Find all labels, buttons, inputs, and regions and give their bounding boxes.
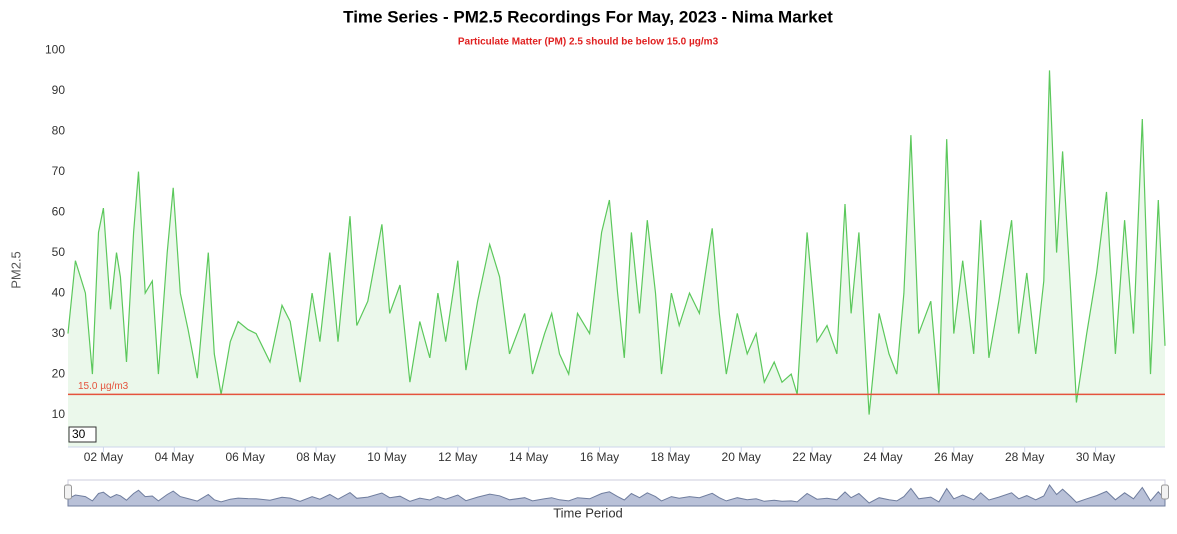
x-tick-label: 24 May	[863, 450, 902, 464]
area-fill	[68, 70, 1165, 448]
x-tick-label: 28 May	[1005, 450, 1044, 464]
x-axis-label: Time Period	[553, 505, 623, 520]
y-tick-label: 30	[52, 326, 66, 340]
line	[67, 70, 1166, 415]
navigator-handle[interactable]	[64, 484, 72, 500]
y-tick-label: 90	[52, 83, 66, 97]
y-tick-label: 60	[52, 204, 66, 218]
x-tick-label: 06 May	[225, 450, 264, 464]
y-axis-label: PM2.5	[8, 251, 23, 289]
navigator-series	[67, 484, 1166, 507]
x-tick-label: 10 May	[367, 450, 406, 464]
x-tick-label: 04 May	[155, 450, 194, 464]
x-tick-label: 30 May	[1076, 450, 1115, 464]
x-tick-label: 20 May	[722, 450, 761, 464]
y-tick-label: 20	[52, 366, 66, 380]
y-tick-label: 70	[52, 164, 66, 178]
zoom-input[interactable]	[68, 426, 97, 443]
x-tick-label: 18 May	[651, 450, 690, 464]
y-tick-label: 40	[52, 285, 66, 299]
y-tick-label: 100	[45, 42, 65, 56]
x-tick-label: 22 May	[792, 450, 831, 464]
x-tick-label: 08 May	[296, 450, 335, 464]
navigator-handle[interactable]	[1161, 484, 1169, 500]
y-tick-label: 10	[52, 407, 66, 421]
x-tick-label: 12 May	[438, 450, 477, 464]
y-tick-label: 80	[52, 123, 66, 137]
x-tick-label: 02 May	[84, 450, 123, 464]
chart-subtitle: Particulate Matter (PM) 2.5 should be be…	[458, 37, 719, 48]
x-tick-label: 14 May	[509, 450, 548, 464]
chart-title: Time Series - PM2.5 Recordings For May, …	[343, 7, 833, 26]
zoom-input-text[interactable]: 30	[72, 427, 86, 441]
x-tick-label: 16 May	[580, 450, 619, 464]
threshold-label: 15.0 µg/m3	[78, 381, 129, 392]
x-tick-label: 26 May	[934, 450, 973, 464]
y-tick-label: 50	[52, 245, 66, 259]
